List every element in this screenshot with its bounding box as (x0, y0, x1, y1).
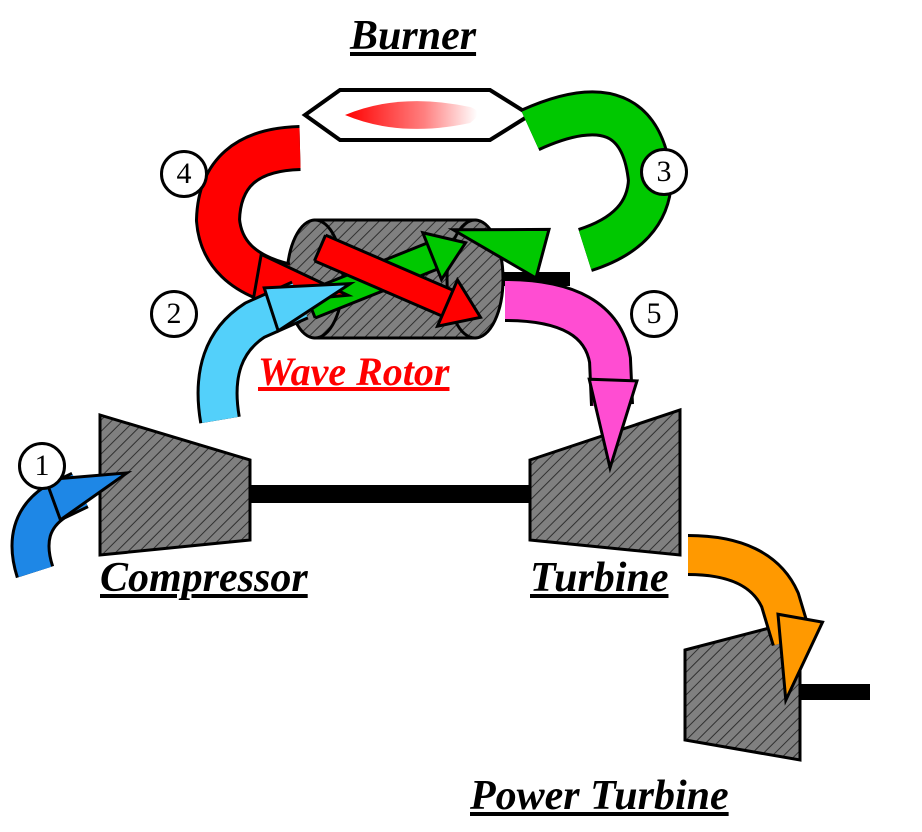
step-4-marker: 4 (160, 150, 208, 198)
power-turbine-label: Power Turbine (470, 772, 729, 820)
compressor-icon (100, 415, 250, 555)
compressor-label: Compressor (100, 554, 308, 602)
step-2-marker: 2 (150, 290, 198, 338)
step-5-marker: 5 (630, 290, 678, 338)
turbine-label: Turbine (530, 554, 668, 602)
burner-label: Burner (350, 12, 476, 60)
wave-rotor-label: Wave Rotor (258, 348, 449, 395)
step-1-marker: 1 (18, 442, 66, 490)
step-3-marker: 3 (640, 148, 688, 196)
arrow-5-magenta (505, 300, 637, 468)
